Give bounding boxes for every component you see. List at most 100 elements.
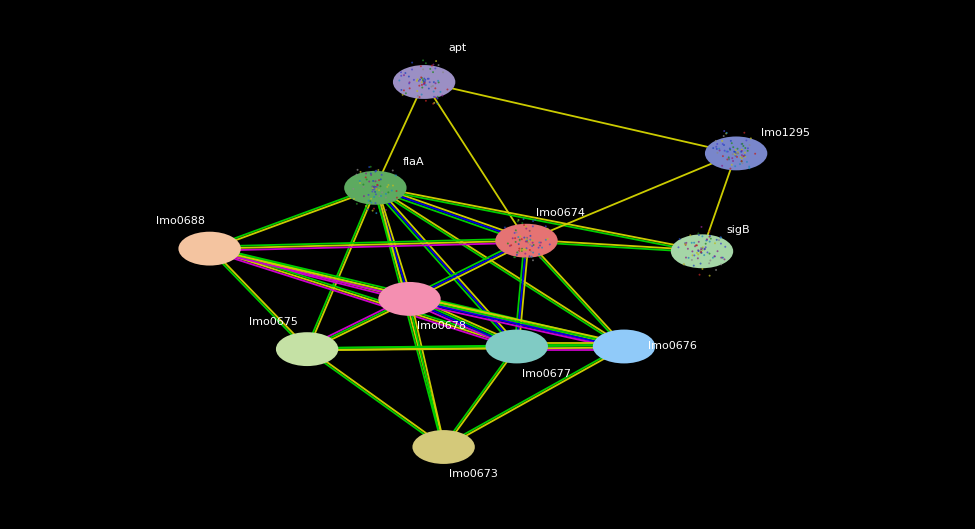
Point bbox=[422, 78, 438, 86]
Point bbox=[367, 204, 382, 213]
Point bbox=[415, 76, 431, 84]
Point bbox=[717, 141, 732, 149]
Point bbox=[693, 248, 709, 256]
Point bbox=[728, 149, 744, 157]
Point bbox=[421, 75, 437, 83]
Point bbox=[677, 260, 692, 269]
Point bbox=[368, 184, 383, 192]
Point bbox=[693, 245, 709, 253]
Point bbox=[421, 84, 437, 93]
Point bbox=[690, 254, 706, 262]
Point bbox=[428, 93, 444, 102]
Point bbox=[506, 253, 522, 261]
Point bbox=[519, 235, 534, 243]
Point bbox=[734, 157, 750, 166]
Point bbox=[425, 99, 441, 108]
Point bbox=[525, 239, 540, 247]
Point bbox=[688, 241, 704, 250]
Point bbox=[714, 253, 729, 262]
Point bbox=[410, 87, 425, 95]
Point bbox=[511, 249, 526, 257]
Point bbox=[364, 195, 379, 203]
Point bbox=[364, 198, 379, 207]
Point bbox=[684, 251, 700, 260]
Point bbox=[720, 155, 735, 163]
Point bbox=[422, 65, 438, 73]
Point bbox=[702, 271, 718, 280]
Point bbox=[730, 149, 746, 158]
Point bbox=[360, 205, 375, 214]
Point bbox=[519, 244, 534, 252]
Point bbox=[414, 78, 430, 86]
Point bbox=[702, 249, 718, 258]
Point bbox=[417, 77, 433, 86]
Point bbox=[514, 247, 529, 255]
Point bbox=[720, 148, 735, 156]
Point bbox=[395, 90, 410, 99]
Point bbox=[734, 157, 750, 166]
Point bbox=[732, 160, 748, 168]
Point bbox=[401, 72, 416, 81]
Point bbox=[719, 129, 734, 138]
Point bbox=[507, 229, 523, 237]
Point bbox=[532, 241, 548, 250]
Point bbox=[366, 187, 381, 195]
Point bbox=[518, 246, 533, 254]
Point bbox=[724, 150, 740, 158]
Point bbox=[693, 259, 709, 268]
Point bbox=[523, 241, 538, 249]
Text: lmo0688: lmo0688 bbox=[156, 216, 205, 226]
Point bbox=[510, 217, 526, 225]
Circle shape bbox=[393, 65, 455, 99]
Circle shape bbox=[486, 330, 548, 363]
Point bbox=[719, 129, 734, 137]
Point bbox=[352, 177, 368, 185]
Point bbox=[690, 250, 706, 259]
Point bbox=[512, 236, 527, 245]
Point bbox=[380, 181, 396, 189]
Point bbox=[728, 149, 744, 158]
Point bbox=[522, 252, 537, 260]
Point bbox=[428, 84, 444, 93]
Point bbox=[734, 140, 750, 148]
Point bbox=[361, 196, 376, 205]
Point bbox=[715, 140, 730, 148]
Point bbox=[710, 149, 725, 157]
Point bbox=[512, 235, 527, 244]
Point bbox=[525, 236, 540, 245]
Point bbox=[367, 183, 382, 191]
Point bbox=[517, 245, 532, 253]
Point bbox=[416, 79, 432, 87]
Point bbox=[524, 247, 539, 256]
Point bbox=[703, 234, 719, 243]
Point bbox=[678, 239, 693, 248]
Point bbox=[367, 193, 382, 201]
Point bbox=[402, 79, 417, 88]
Point bbox=[701, 259, 717, 268]
Point bbox=[522, 227, 537, 235]
Point bbox=[413, 62, 429, 70]
Point bbox=[362, 163, 377, 171]
Point bbox=[370, 181, 386, 189]
Point bbox=[368, 184, 383, 192]
Point bbox=[426, 78, 442, 86]
Point bbox=[431, 78, 447, 87]
Point bbox=[722, 155, 737, 163]
Point bbox=[373, 171, 389, 179]
Point bbox=[715, 152, 730, 160]
Point bbox=[686, 261, 702, 270]
Point bbox=[735, 142, 751, 150]
Point bbox=[696, 251, 712, 259]
Point bbox=[698, 243, 714, 251]
Point bbox=[425, 68, 441, 76]
Point bbox=[725, 157, 741, 165]
Point bbox=[740, 147, 756, 155]
Point bbox=[349, 199, 365, 208]
Point bbox=[693, 244, 709, 252]
Point bbox=[686, 239, 702, 247]
Point bbox=[717, 147, 732, 155]
Point bbox=[369, 183, 384, 191]
Point bbox=[532, 254, 548, 262]
Point bbox=[369, 184, 384, 193]
Point bbox=[440, 85, 455, 94]
